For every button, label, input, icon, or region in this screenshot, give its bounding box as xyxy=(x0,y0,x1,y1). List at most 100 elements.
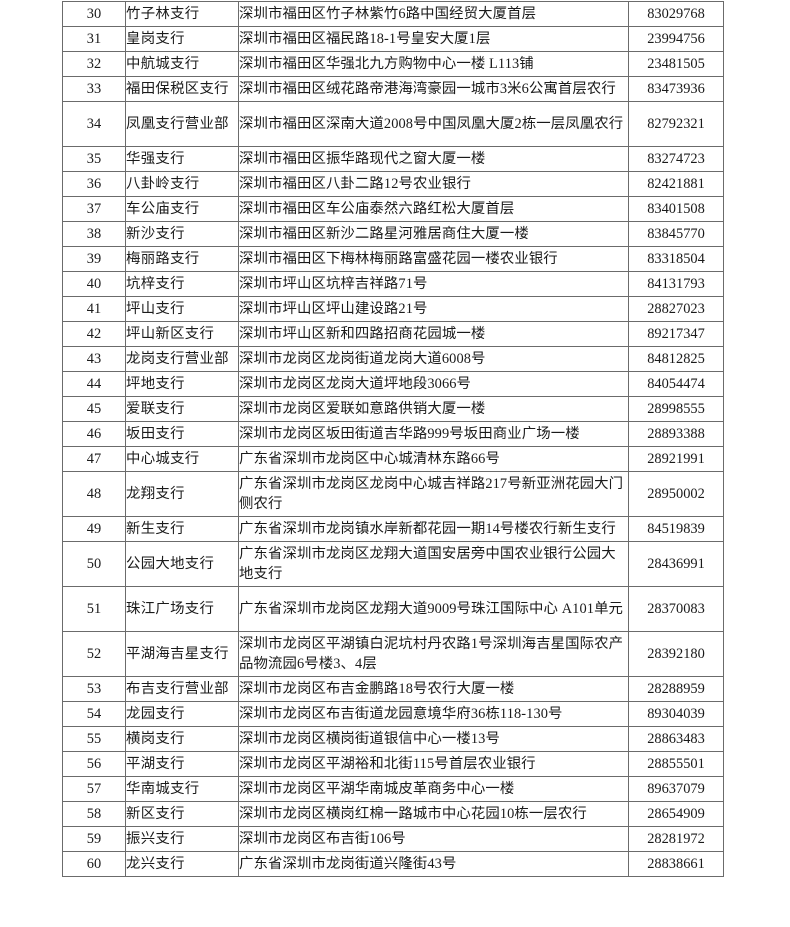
table-row: 45 爱联支行 深圳市龙岗区爱联如意路供销大厦一楼 28998555 xyxy=(62,396,724,422)
branch-address-cell: 广东省深圳市龙岗街道兴隆街43号 xyxy=(238,851,629,877)
row-index-cell: 45 xyxy=(62,396,126,422)
branch-name-cell: 龙园支行 xyxy=(125,701,239,727)
table-row: 50 公园大地支行 广东省深圳市龙岗区龙翔大道国安居旁中国农业银行公园大地支行 284… xyxy=(62,541,724,587)
branch-name-cell: 八卦岭支行 xyxy=(125,171,239,197)
branch-address-cell: 深圳市龙岗区平湖华南城皮革商务中心一楼 xyxy=(238,776,629,802)
row-index-cell: 42 xyxy=(62,321,126,347)
row-index-cell: 31 xyxy=(62,26,126,52)
row-index-cell: 52 xyxy=(62,631,126,677)
branch-address-cell: 广东省深圳市龙岗区龙翔大道9009号珠江国际中心 A101单元 xyxy=(238,586,629,632)
branch-name-cell: 皇岗支行 xyxy=(125,26,239,52)
branch-name-cell: 坪山支行 xyxy=(125,296,239,322)
table-row: 31 皇岗支行 深圳市福田区福民路18-1号皇安大厦1层 23994756 xyxy=(62,26,724,52)
branch-phone-cell: 84131793 xyxy=(628,271,724,297)
branch-name-cell: 中心城支行 xyxy=(125,446,239,472)
branch-address-cell: 深圳市龙岗区爱联如意路供销大厦一楼 xyxy=(238,396,629,422)
row-index-cell: 39 xyxy=(62,246,126,272)
table-row: 59 振兴支行 深圳市龙岗区布吉街106号 28281972 xyxy=(62,826,724,852)
branch-address-cell: 深圳市龙岗区横岗街道银信中心一楼13号 xyxy=(238,726,629,752)
branch-listing-table: 30 竹子林支行 深圳市福田区竹子林紫竹6路中国经贸大厦首层 83029768 31 皇岗… xyxy=(62,1,724,877)
table-row: 55 横岗支行 深圳市龙岗区横岗街道银信中心一楼13号 28863483 xyxy=(62,726,724,752)
branch-phone-cell: 89217347 xyxy=(628,321,724,347)
branch-address-cell: 深圳市福田区八卦二路12号农业银行 xyxy=(238,171,629,197)
branch-address-cell: 深圳市龙岗区布吉街道龙园意境华府36栋118-130号 xyxy=(238,701,629,727)
table-row: 39 梅丽路支行 深圳市福田区下梅林梅丽路富盛花园一楼农业银行 83318504 xyxy=(62,246,724,272)
row-index-cell: 57 xyxy=(62,776,126,802)
branch-phone-cell: 83274723 xyxy=(628,146,724,172)
table-row: 52 平湖海吉星支行 深圳市龙岗区平湖镇白泥坑村丹农路1号深圳海吉星国际农产品物流园… xyxy=(62,631,724,677)
branch-phone-cell: 28436991 xyxy=(628,541,724,587)
branch-name-cell: 平湖支行 xyxy=(125,751,239,777)
branch-phone-cell: 89304039 xyxy=(628,701,724,727)
branch-address-cell: 深圳市坪山区新和四路招商花园城一楼 xyxy=(238,321,629,347)
branch-address-cell: 广东省深圳市龙岗区龙翔大道国安居旁中国农业银行公园大地支行 xyxy=(238,541,629,587)
branch-phone-cell: 28288959 xyxy=(628,676,724,702)
branch-name-cell: 华强支行 xyxy=(125,146,239,172)
branch-phone-cell: 28370083 xyxy=(628,586,724,632)
row-index-cell: 50 xyxy=(62,541,126,587)
branch-address-cell: 深圳市福田区下梅林梅丽路富盛花园一楼农业银行 xyxy=(238,246,629,272)
row-index-cell: 59 xyxy=(62,826,126,852)
branch-address-cell: 深圳市龙岗区横岗红棉一路城市中心花园10栋一层农行 xyxy=(238,801,629,827)
branch-address-cell: 深圳市福田区绒花路帝港海湾豪园一城市3米6公寓首层农行 xyxy=(238,76,629,102)
table-body: 30 竹子林支行 深圳市福田区竹子林紫竹6路中国经贸大厦首层 83029768 31 皇岗… xyxy=(62,1,724,877)
table-row: 30 竹子林支行 深圳市福田区竹子林紫竹6路中国经贸大厦首层 83029768 xyxy=(62,1,724,27)
branch-phone-cell: 84812825 xyxy=(628,346,724,372)
row-index-cell: 46 xyxy=(62,421,126,447)
branch-address-cell: 深圳市坪山区坪山建设路21号 xyxy=(238,296,629,322)
branch-name-cell: 坪地支行 xyxy=(125,371,239,397)
branch-name-cell: 坪山新区支行 xyxy=(125,321,239,347)
table-row: 51 珠江广场支行 广东省深圳市龙岗区龙翔大道9009号珠江国际中心 A101单元 2… xyxy=(62,586,724,632)
branch-name-cell: 龙岗支行营业部 xyxy=(125,346,239,372)
branch-address-cell: 深圳市福田区振华路现代之窗大厦一楼 xyxy=(238,146,629,172)
branch-phone-cell: 83029768 xyxy=(628,1,724,27)
branch-name-cell: 振兴支行 xyxy=(125,826,239,852)
branch-name-cell: 布吉支行营业部 xyxy=(125,676,239,702)
branch-name-cell: 福田保税区支行 xyxy=(125,76,239,102)
branch-phone-cell: 89637079 xyxy=(628,776,724,802)
branch-phone-cell: 82792321 xyxy=(628,101,724,147)
branch-phone-cell: 28281972 xyxy=(628,826,724,852)
row-index-cell: 44 xyxy=(62,371,126,397)
table-row: 54 龙园支行 深圳市龙岗区布吉街道龙园意境华府36栋118-130号 8930403… xyxy=(62,701,724,727)
branch-name-cell: 横岗支行 xyxy=(125,726,239,752)
branch-phone-cell: 83318504 xyxy=(628,246,724,272)
row-index-cell: 40 xyxy=(62,271,126,297)
branch-address-cell: 深圳市福田区福民路18-1号皇安大厦1层 xyxy=(238,26,629,52)
branch-phone-cell: 28654909 xyxy=(628,801,724,827)
table-row: 42 坪山新区支行 深圳市坪山区新和四路招商花园城一楼 89217347 xyxy=(62,321,724,347)
branch-address-cell: 深圳市龙岗区布吉金鹏路18号农行大厦一楼 xyxy=(238,676,629,702)
table-row: 47 中心城支行 广东省深圳市龙岗区中心城清林东路66号 28921991 xyxy=(62,446,724,472)
branch-name-cell: 梅丽路支行 xyxy=(125,246,239,272)
row-index-cell: 54 xyxy=(62,701,126,727)
row-index-cell: 56 xyxy=(62,751,126,777)
branch-phone-cell: 28893388 xyxy=(628,421,724,447)
branch-address-cell: 深圳市龙岗区坂田街道吉华路999号坂田商业广场一楼 xyxy=(238,421,629,447)
branch-name-cell: 中航城支行 xyxy=(125,51,239,77)
branch-name-cell: 龙翔支行 xyxy=(125,471,239,517)
branch-phone-cell: 28998555 xyxy=(628,396,724,422)
branch-address-cell: 深圳市龙岗区龙岗大道坪地段3066号 xyxy=(238,371,629,397)
branch-name-cell: 珠江广场支行 xyxy=(125,586,239,632)
branch-name-cell: 坂田支行 xyxy=(125,421,239,447)
row-index-cell: 48 xyxy=(62,471,126,517)
table-row: 49 新生支行 广东省深圳市龙岗镇水岸新都花园一期14号楼农行新生支行 8451983… xyxy=(62,516,724,542)
branch-name-cell: 新生支行 xyxy=(125,516,239,542)
branch-address-cell: 深圳市福田区新沙二路星河雅居商住大厦一楼 xyxy=(238,221,629,247)
table-row: 48 龙翔支行 广东省深圳市龙岗区龙岗中心城吉祥路217号新亚洲花园大门侧农行 289… xyxy=(62,471,724,517)
table-row: 44 坪地支行 深圳市龙岗区龙岗大道坪地段3066号 84054474 xyxy=(62,371,724,397)
branch-phone-cell: 28950002 xyxy=(628,471,724,517)
branch-name-cell: 竹子林支行 xyxy=(125,1,239,27)
table-row: 57 华南城支行 深圳市龙岗区平湖华南城皮革商务中心一楼 89637079 xyxy=(62,776,724,802)
branch-address-cell: 深圳市福田区车公庙泰然六路红松大厦首层 xyxy=(238,196,629,222)
table-row: 35 华强支行 深圳市福田区振华路现代之窗大厦一楼 83274723 xyxy=(62,146,724,172)
row-index-cell: 34 xyxy=(62,101,126,147)
row-index-cell: 35 xyxy=(62,146,126,172)
branch-name-cell: 新沙支行 xyxy=(125,221,239,247)
branch-phone-cell: 84054474 xyxy=(628,371,724,397)
branch-name-cell: 新区支行 xyxy=(125,801,239,827)
branch-phone-cell: 83401508 xyxy=(628,196,724,222)
row-index-cell: 41 xyxy=(62,296,126,322)
table-row: 40 坑梓支行 深圳市坪山区坑梓吉祥路71号 84131793 xyxy=(62,271,724,297)
